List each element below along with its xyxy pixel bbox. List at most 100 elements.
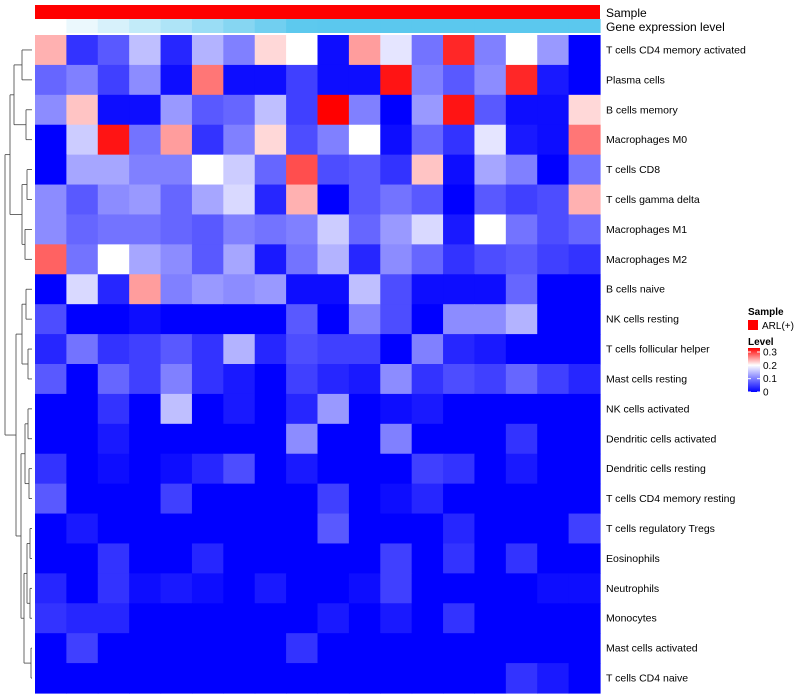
heatmap-cell [286,603,319,634]
legend-sample-swatch [748,320,758,330]
heatmap-cell [254,513,287,545]
heatmap-cell [505,543,538,574]
heatmap-cell [97,334,130,365]
heatmap-cell [66,603,99,634]
heatmap-cell [411,154,444,186]
heatmap-cell [380,543,413,574]
heatmap-cell [160,393,193,425]
heatmap-cell [97,663,130,694]
heatmap-cell [568,154,601,186]
heatmap-cell [443,124,476,156]
heatmap-cell [537,154,570,186]
heatmap-cell [286,334,319,365]
heatmap-cell [160,274,193,305]
annotation-cell-gene-expression [537,19,570,33]
heatmap-cell [317,244,350,275]
heatmap-cell [286,573,319,604]
heatmap-cell [380,573,413,604]
heatmap-cell [474,663,507,694]
column-annotations: Sample Gene expression level [35,5,725,34]
heatmap-cell [129,513,162,545]
heatmap-cell [223,64,256,96]
heatmap-cell [474,64,507,96]
heatmap-cell [191,64,224,96]
heatmap-cell [348,334,381,365]
heatmap-cell [411,453,444,485]
heatmap-cell [380,483,413,515]
heatmap-cell [191,124,224,156]
heatmap-cell [317,423,350,455]
row-label: Macrophages M0 [606,134,687,146]
heatmap-cell [505,513,538,545]
row-label: Monocytes [606,613,657,625]
heatmap-cell [317,94,350,126]
heatmap-cell [317,274,350,305]
heatmap-cell [223,124,256,156]
heatmap-cell [254,35,287,66]
annotation-cell-gene-expression [474,19,507,33]
heatmap-cell [474,633,507,664]
heatmap-cell [286,663,319,694]
heatmap-cell [286,393,319,425]
annotation-label-sample: Sample [606,6,647,20]
heatmap-cell [254,364,287,395]
heatmap-cell [505,573,538,604]
heatmap-cell [97,603,130,634]
heatmap-cell [568,35,601,66]
heatmap-cell [505,214,538,245]
row-label: B cells memory [606,104,679,116]
heatmap-cell [35,513,67,545]
heatmap-cell [474,184,507,216]
heatmap-cell [443,423,476,455]
heatmap-cell [160,64,193,96]
heatmap-cell [537,35,570,66]
row-label: T cells regulatory Tregs [606,523,715,535]
heatmap-cell [443,393,476,425]
heatmap-cell [537,124,570,156]
heatmap-cell [443,244,476,275]
heatmap-cell [537,94,570,126]
heatmap-cell [66,124,99,156]
heatmap-cell [380,244,413,275]
heatmap-cell [160,35,193,66]
heatmap-cell [223,573,256,604]
heatmap-cell [411,573,444,604]
heatmap-cell [160,124,193,156]
heatmap-cell [286,35,319,66]
heatmap-cell [348,453,381,485]
heatmap-cell [474,124,507,156]
heatmap-cell [191,274,224,305]
heatmap-cell [97,214,130,245]
heatmap-cell [411,513,444,545]
heatmap-cell [348,64,381,96]
heatmap-cell [537,304,570,335]
heatmap-cell [380,35,413,66]
heatmap-cell [505,94,538,126]
heatmap-cell [223,364,256,395]
heatmap-cell [129,35,162,66]
heatmap-cell [474,603,507,634]
heatmap-cell [348,94,381,126]
heatmap-cell [35,423,67,455]
heatmap-cell [129,64,162,96]
annotation-cell-gene-expression [223,19,256,33]
heatmap-cell [317,334,350,365]
heatmap-cell [474,573,507,604]
row-label: Dendritic cells resting [606,463,706,475]
heatmap-cell [129,603,162,634]
heatmap-cell [97,364,130,395]
row-label: Macrophages M1 [606,224,687,236]
row-dendrogram [4,49,32,679]
heatmap-cell [505,364,538,395]
heatmap-cell [223,513,256,545]
heatmap-cell [254,393,287,425]
heatmap-cell [97,304,130,335]
heatmap-cell [35,334,67,365]
heatmap-cell [443,154,476,186]
heatmap-cell [474,453,507,485]
heatmap-cell [254,214,287,245]
heatmap-cell [97,35,130,66]
heatmap-cell [443,543,476,574]
annotation-label-gene-expression: Gene expression level [606,20,725,34]
heatmap-cell [474,423,507,455]
